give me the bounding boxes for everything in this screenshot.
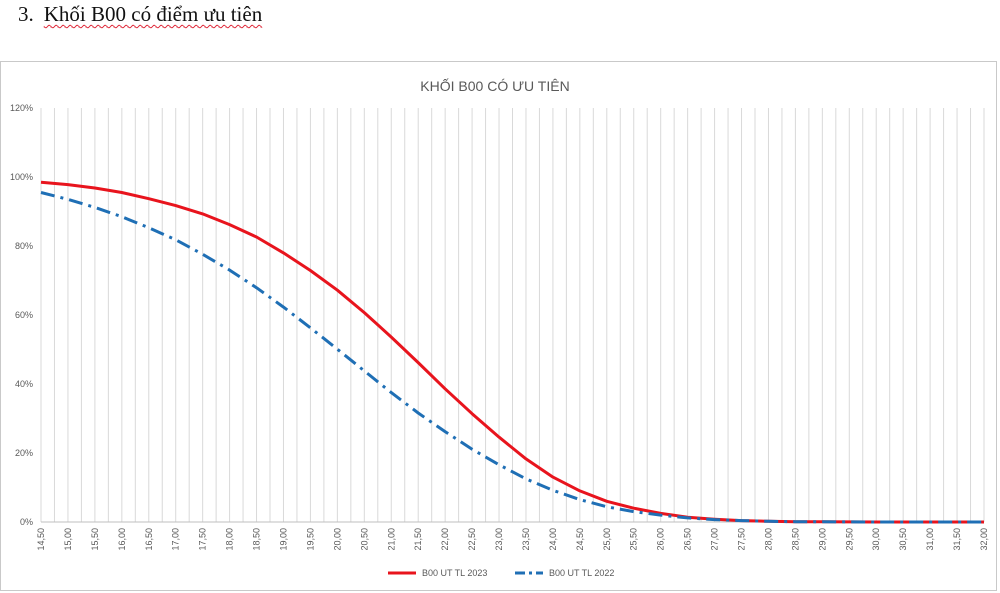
series-lines [40,180,984,524]
x-tick-label: 24,00 [548,528,558,551]
x-tick-label: 15,50 [90,528,100,551]
x-tick-label: 32,00 [979,528,989,551]
y-tick-label: 0% [20,517,33,527]
x-tick-label: 19,00 [278,528,288,551]
x-tick-label: 21,50 [413,528,423,551]
x-tick-label: 18,50 [252,528,262,551]
x-tick-label: 27,50 [737,528,747,551]
y-tick-label: 60% [15,310,33,320]
section-heading: 3. Khối B00 có điểm ưu tiên [18,2,262,27]
x-tick-label: 17,00 [171,528,181,551]
grid-lines [40,108,985,523]
x-tick-label: 31,00 [925,528,935,551]
x-tick-label: 20,00 [332,528,342,551]
x-tick-label: 25,00 [602,528,612,551]
legend-label: B00 UT TL 2023 [422,568,487,578]
x-tick-label: 22,50 [467,528,477,551]
x-tick-label: 24,50 [575,528,585,551]
x-tick-label: 26,00 [656,528,666,551]
x-tick-label: 30,50 [898,528,908,551]
section-title: Khối B00 có điểm ưu tiên [43,2,263,26]
x-tick-label: 19,50 [305,528,315,551]
chart-frame [0,61,997,591]
x-tick-label: 29,50 [844,528,854,551]
y-tick-label: 20% [15,448,33,458]
x-tick-label: 30,00 [871,528,881,551]
x-tick-label: 14,50 [36,528,46,551]
y-axis: 0% 20% 40% 60% 80% 100% 120% [10,103,33,527]
x-tick-label: 28,50 [790,528,800,551]
x-tick-label: 17,50 [198,528,208,551]
x-axis: 14,50 15,00 15,50 16,00 16,50 17,00 17,50 18,00… [36,528,989,551]
x-tick-label: 23,00 [494,528,504,551]
x-tick-label: 16,00 [117,528,127,551]
x-tick-label: 28,00 [763,528,773,551]
legend: B00 UT TL 2023 B00 UT TL 2022 [388,568,614,578]
x-tick-label: 16,50 [144,528,154,551]
x-tick-label: 15,00 [63,528,73,551]
legend-label: B00 UT TL 2022 [549,568,614,578]
x-tick-label: 25,50 [629,528,639,551]
y-tick-label: 100% [10,172,33,182]
section-number: 3. [18,2,34,26]
x-tick-label: 26,50 [683,528,693,551]
y-tick-label: 120% [10,103,33,113]
y-tick-label: 40% [15,379,33,389]
y-tick-label: 80% [15,241,33,251]
series-line-2 [40,191,984,524]
x-tick-label: 18,00 [225,528,235,551]
x-tick-label: 29,00 [817,528,827,551]
x-tick-label: 20,50 [359,528,369,551]
x-tick-label: 27,00 [710,528,720,551]
chart-title: KHỐI B00 CÓ ƯU TIÊN [420,77,569,94]
x-tick-label: 22,00 [440,528,450,551]
x-tick-label: 31,50 [952,528,962,551]
x-tick-label: 21,00 [386,528,396,551]
x-tick-label: 23,50 [521,528,531,551]
